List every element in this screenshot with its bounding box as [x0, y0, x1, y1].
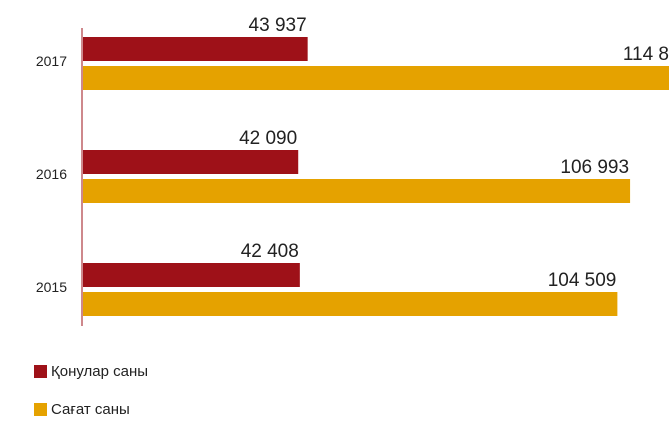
y-tick-label: 2015 — [36, 279, 67, 295]
data-label: 43 937 — [249, 15, 307, 36]
data-label: 114 8 — [623, 44, 669, 65]
bar — [83, 179, 631, 203]
y-tick-label: 2017 — [36, 53, 67, 69]
data-label: 42 090 — [239, 128, 297, 149]
bar — [83, 66, 669, 90]
legend-swatch-1 — [34, 403, 47, 416]
legend-swatch-0 — [34, 365, 47, 378]
legend-label-1: Сағат саны — [51, 401, 130, 418]
bar — [83, 292, 618, 316]
bar — [83, 37, 308, 61]
data-label: 106 993 — [560, 157, 629, 178]
legend-item-0: Қонулар саны — [34, 363, 148, 380]
data-label: 104 509 — [548, 270, 617, 291]
data-label: 42 408 — [241, 241, 299, 262]
bar — [83, 150, 299, 174]
bar — [83, 263, 300, 287]
y-tick-label: 2016 — [36, 166, 67, 182]
legend-item-1: Сағат саны — [34, 401, 130, 418]
legend-label-0: Қонулар саны — [51, 363, 149, 380]
